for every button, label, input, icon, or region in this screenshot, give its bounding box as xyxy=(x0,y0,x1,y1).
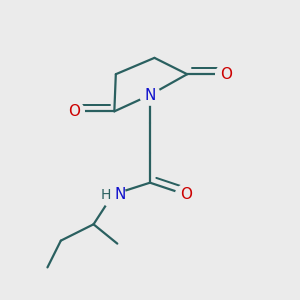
Text: N: N xyxy=(144,88,156,103)
Circle shape xyxy=(140,85,160,105)
Text: O: O xyxy=(220,67,232,82)
Circle shape xyxy=(216,64,236,84)
Text: O: O xyxy=(68,104,80,119)
Text: H: H xyxy=(100,188,111,202)
Circle shape xyxy=(100,182,125,207)
Circle shape xyxy=(176,184,196,205)
Text: O: O xyxy=(180,187,192,202)
Text: N: N xyxy=(115,187,126,202)
Circle shape xyxy=(64,101,84,122)
